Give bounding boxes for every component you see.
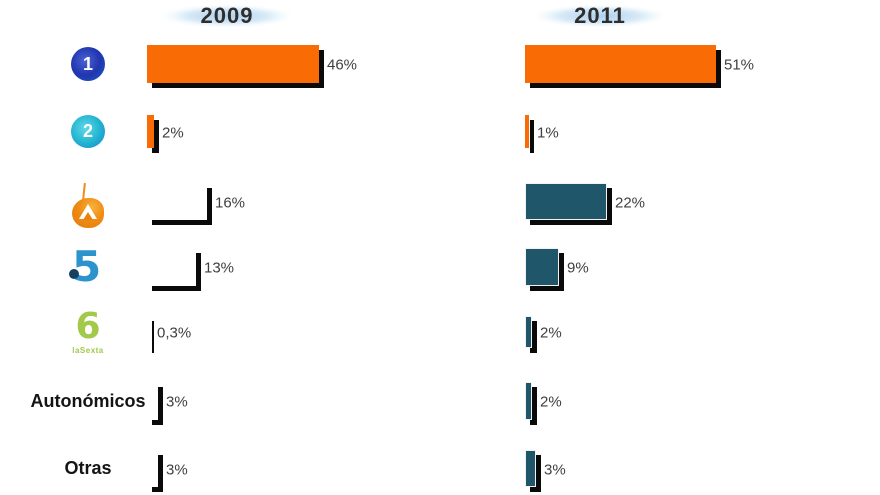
bar-value-2009-telecinco: 13%	[204, 259, 235, 277]
bar-value-2011-antena3: 22%	[615, 194, 646, 211]
bar-2011-antena3	[525, 183, 607, 220]
telecinco-logo-icon: 5	[68, 244, 108, 290]
year-header-2009: 2009	[147, 2, 307, 30]
bar-value-2011-la1: 51%	[724, 56, 755, 74]
bar-2011-la1	[525, 45, 716, 83]
bar-value-2011-la2: 1%	[537, 124, 559, 141]
bar-value-2011-autonomicos: 2%	[540, 393, 562, 411]
antena3-letter-a-counter	[83, 212, 93, 220]
channel-cell-la1: 1	[0, 45, 176, 83]
bar-2011-otras	[525, 450, 536, 487]
bar-value-2011-telecinco: 9%	[567, 259, 589, 277]
antena3-logo-icon	[70, 182, 106, 228]
bar-value-2009-la1: 46%	[327, 56, 358, 74]
telecinco-dot	[69, 269, 79, 279]
bar-2011-la2	[525, 115, 529, 148]
bar-value-2009-antena3: 16%	[215, 194, 246, 211]
channel-cell-telecinco: 5	[0, 244, 176, 290]
channel-cell-lasexta: 6 laSexta	[0, 309, 176, 355]
bar-2009-antena3	[147, 183, 207, 220]
lasexta-wordmark: laSexta	[72, 346, 104, 355]
bar-2009-telecinco	[147, 248, 196, 286]
lasexta-glyph: 6	[75, 306, 101, 347]
bar-2011-telecinco	[525, 248, 559, 286]
channel-label-autonomicos: Autonómicos	[30, 390, 146, 411]
channel-cell-antena3	[0, 182, 176, 228]
bar-2009-lasexta	[147, 316, 149, 348]
lasexta-logo-icon: 6 laSexta	[72, 309, 104, 355]
bar-2009-la1	[147, 45, 319, 83]
bar-2009-la2	[147, 115, 154, 148]
channel-cell-la2: 2	[0, 115, 176, 148]
bar-2009-otras	[147, 450, 158, 487]
year-header-2011: 2011	[520, 2, 680, 30]
telecinco-glyph: 5	[72, 242, 102, 291]
bar-value-2009-la2: 2%	[162, 124, 184, 141]
la2-logo-icon: 2	[71, 115, 105, 148]
channel-cell-autonomicos: Autonómicos	[0, 382, 176, 420]
channel-label-otras: Otras	[64, 458, 112, 478]
bar-value-2009-lasexta: 0,3%	[157, 324, 192, 342]
bar-2009-autonomicos	[147, 382, 158, 420]
bar-value-2011-otras: 3%	[544, 461, 566, 478]
bar-value-2009-otras: 3%	[166, 461, 188, 478]
antena3-blob	[72, 198, 104, 228]
bar-value-2009-autonomicos: 3%	[166, 393, 188, 411]
bar-value-2011-lasexta: 2%	[540, 324, 562, 342]
la1-logo-icon: 1	[71, 47, 105, 81]
bar-2011-autonomicos	[525, 382, 532, 420]
channel-cell-otras: Otras	[0, 450, 176, 487]
bar-2011-lasexta	[525, 316, 532, 348]
